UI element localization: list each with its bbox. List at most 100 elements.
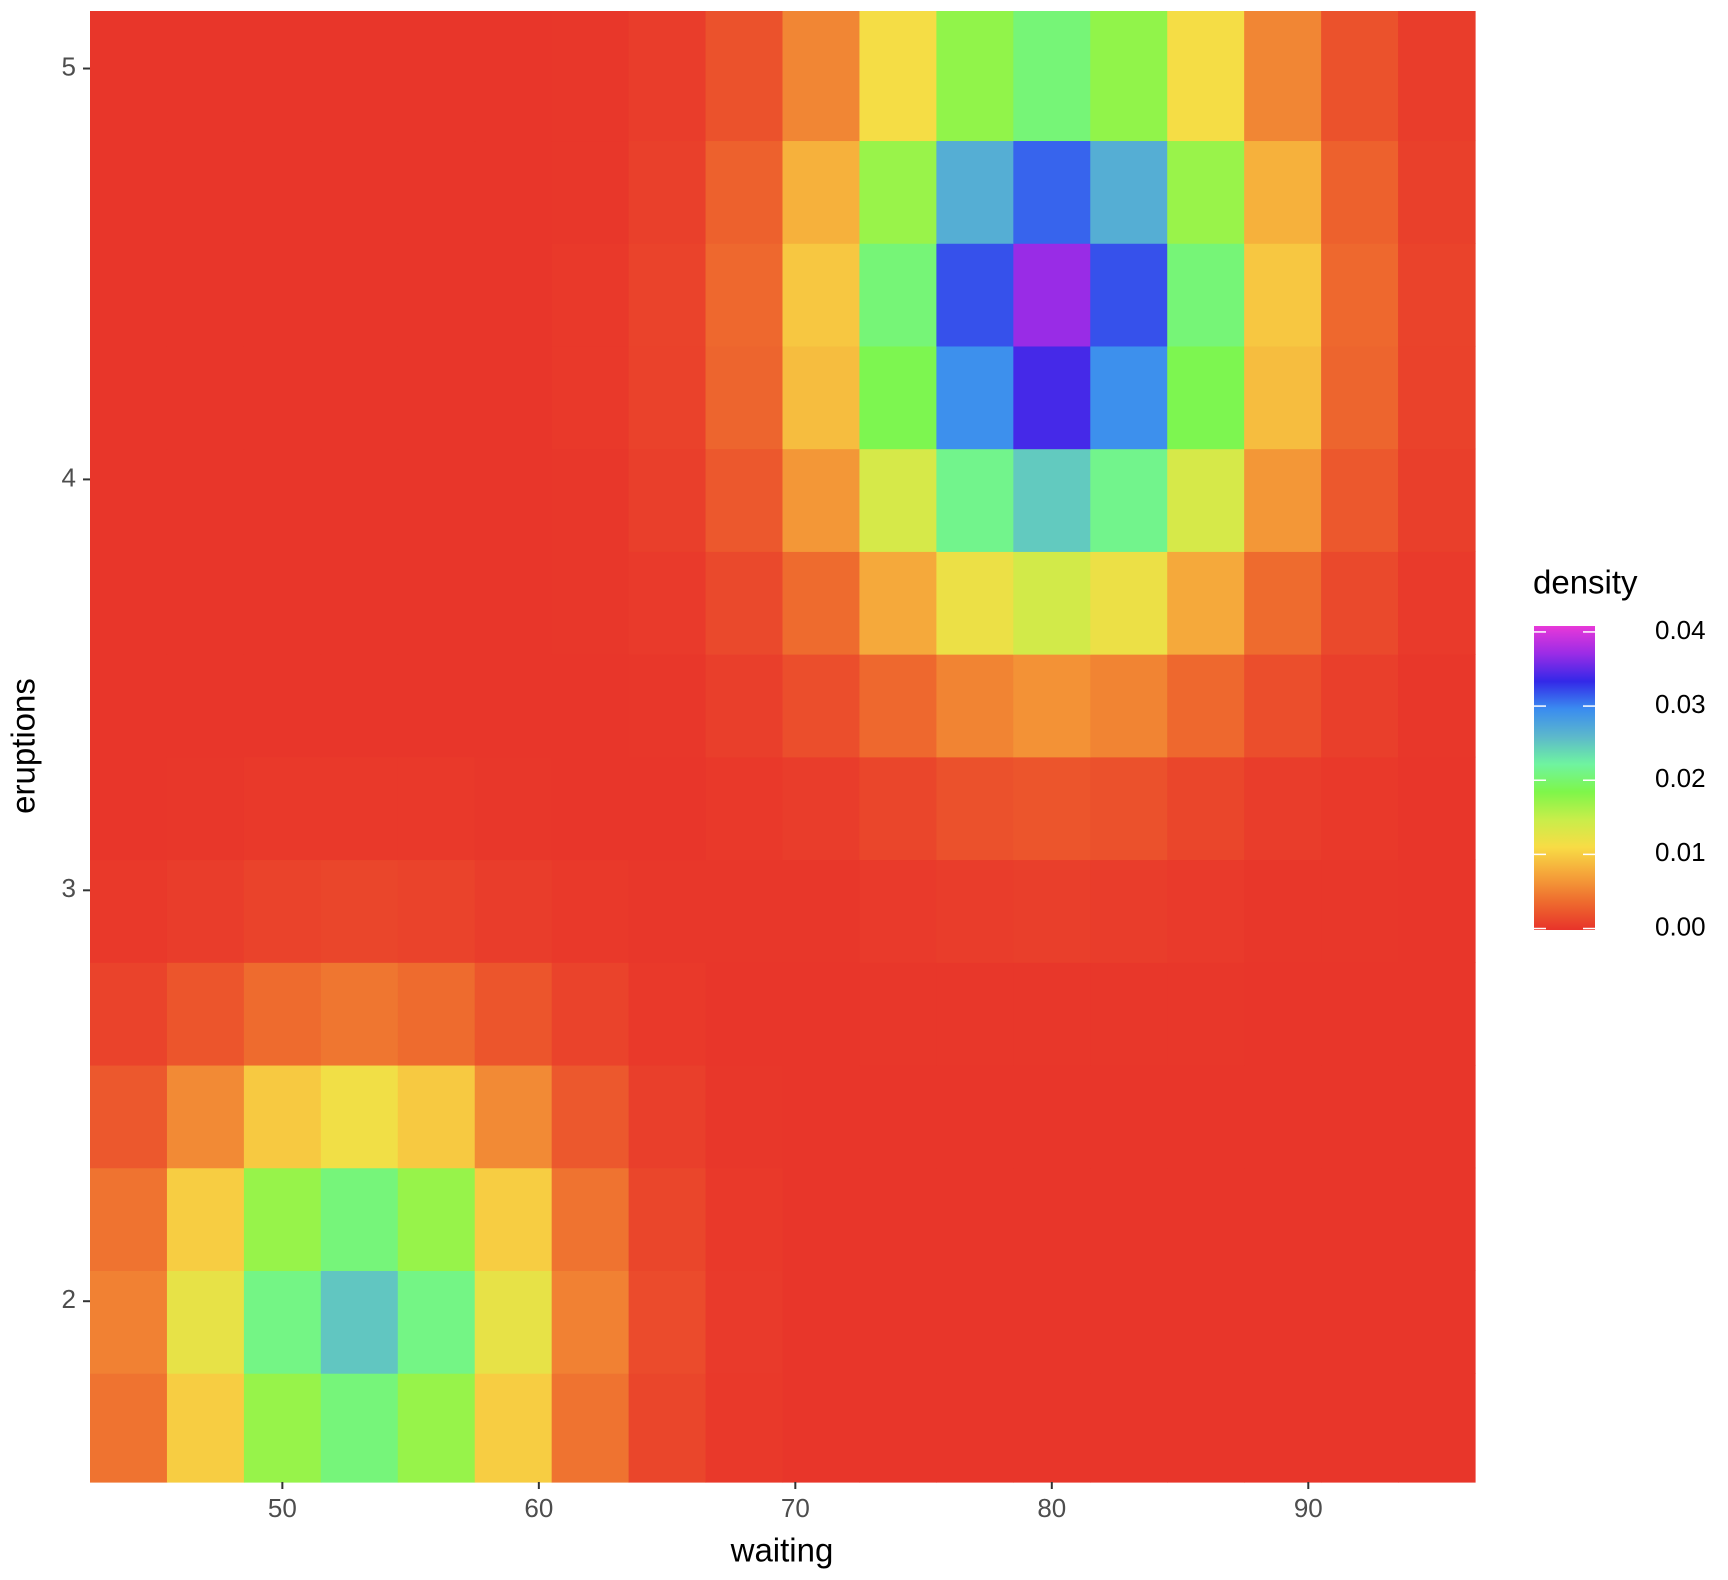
- heat-cell: [243, 859, 322, 963]
- heat-cell: [1398, 1064, 1476, 1169]
- heat-cell: [1090, 1373, 1168, 1483]
- heat-cell: [782, 140, 861, 244]
- heat-cell: [782, 11, 861, 142]
- heat-cell: [1013, 243, 1091, 347]
- colorbar-label: 0.04: [1655, 615, 1706, 645]
- heat-cell: [90, 1064, 168, 1169]
- heat-cell: [166, 1270, 245, 1374]
- heat-cell: [1167, 1064, 1245, 1169]
- heat-cell: [1398, 243, 1476, 347]
- heat-cell: [628, 1270, 707, 1374]
- heat-cell: [782, 1373, 861, 1483]
- heat-cell: [90, 448, 168, 552]
- heat-cell: [1013, 654, 1091, 758]
- heat-cell: [474, 243, 553, 347]
- heat-cell: [397, 345, 476, 450]
- heat-cell: [320, 654, 399, 758]
- heat-cell: [320, 1064, 399, 1169]
- heat-cell: [1013, 448, 1091, 552]
- heat-cell: [936, 140, 1014, 244]
- heat-cell: [1398, 1373, 1476, 1483]
- heat-cell: [705, 345, 784, 450]
- heat-cell: [1244, 756, 1322, 861]
- heat-cell: [1013, 345, 1091, 450]
- heat-cell: [628, 859, 707, 963]
- heat-cell: [1244, 654, 1322, 758]
- heat-cell: [320, 962, 399, 1066]
- heat-cell: [859, 1373, 937, 1483]
- heat-cell: [1090, 448, 1168, 552]
- heat-cell: [1090, 859, 1168, 963]
- heat-cell: [705, 859, 784, 963]
- heat-cell: [628, 551, 707, 655]
- heat-cell: [936, 756, 1014, 861]
- heat-cell: [90, 654, 168, 758]
- heat-cell: [166, 11, 245, 142]
- heat-cell: [397, 140, 476, 244]
- heat-cell: [782, 243, 861, 347]
- heat-cell: [1167, 448, 1245, 552]
- heat-cell: [320, 551, 399, 655]
- heat-cell: [628, 962, 707, 1066]
- heat-cell: [243, 1064, 322, 1169]
- heat-cell: [90, 11, 168, 142]
- heat-cell: [474, 654, 553, 758]
- heat-cell: [166, 654, 245, 758]
- heat-cell: [859, 756, 937, 861]
- heat-cell: [90, 962, 168, 1066]
- heat-cell: [628, 1373, 707, 1483]
- heat-cell: [782, 551, 861, 655]
- heat-cell: [474, 11, 553, 142]
- heat-cell: [628, 1167, 707, 1271]
- heat-cell: [1244, 859, 1322, 963]
- heat-cell: [320, 1270, 399, 1374]
- heat-cell: [551, 11, 630, 142]
- heat-cell: [859, 962, 937, 1066]
- heat-cell: [90, 1270, 168, 1374]
- heat-cell: [1398, 11, 1476, 142]
- legend-title: density: [1533, 564, 1638, 601]
- heat-cell: [1244, 1373, 1322, 1483]
- heat-cell: [90, 756, 168, 861]
- heat-cell: [628, 345, 707, 450]
- heat-cell: [1244, 1270, 1322, 1374]
- heat-cell: [1090, 243, 1168, 347]
- heat-cell: [705, 140, 784, 244]
- heat-cell: [1321, 962, 1399, 1066]
- heat-cell: [551, 243, 630, 347]
- heat-cell: [1013, 1064, 1091, 1169]
- heat-cell: [1013, 140, 1091, 244]
- heat-cell: [474, 962, 553, 1066]
- heat-cell: [1167, 11, 1245, 142]
- heat-cell: [166, 551, 245, 655]
- x-axis-title: waiting: [730, 1532, 834, 1569]
- heat-cell: [936, 448, 1014, 552]
- heat-cell: [474, 859, 553, 963]
- heat-cell: [1398, 1167, 1476, 1271]
- heat-cell: [551, 551, 630, 655]
- heat-cell: [1321, 140, 1399, 244]
- heat-cell: [1321, 551, 1399, 655]
- heat-cell: [166, 140, 245, 244]
- heat-cell: [474, 756, 553, 861]
- heat-cell: [1398, 654, 1476, 758]
- heat-cell: [1244, 551, 1322, 655]
- heat-cell: [1398, 345, 1476, 450]
- heat-cell: [1321, 1167, 1399, 1271]
- x-tick-label: 50: [268, 1493, 297, 1523]
- heat-cell: [243, 11, 322, 142]
- heat-cell: [936, 654, 1014, 758]
- heat-cell: [1090, 551, 1168, 655]
- heat-cell: [320, 345, 399, 450]
- heat-cell: [1090, 345, 1168, 450]
- y-tick-label: 5: [62, 51, 76, 81]
- heat-cell: [551, 654, 630, 758]
- heat-cell: [320, 859, 399, 963]
- heat-cell: [859, 243, 937, 347]
- heat-cell: [474, 1373, 553, 1483]
- heat-cell: [705, 962, 784, 1066]
- heat-cell: [1090, 1167, 1168, 1271]
- heat-cell: [1013, 551, 1091, 655]
- heat-cell: [1398, 756, 1476, 861]
